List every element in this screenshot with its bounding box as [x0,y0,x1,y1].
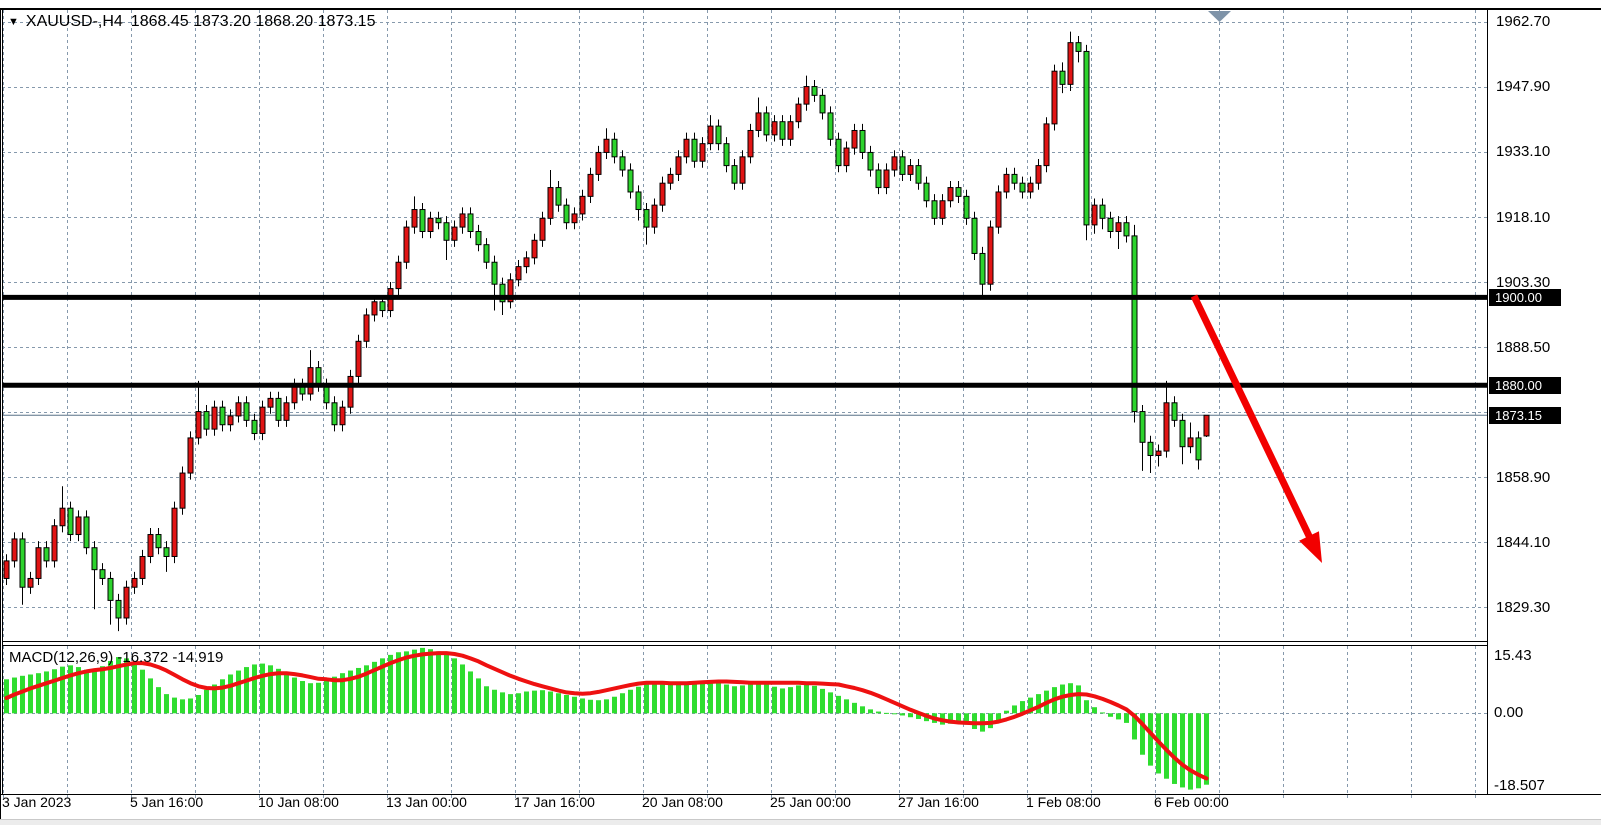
price-axis-label: 1888.50 [1496,338,1551,356]
symbol-period-label: XAUUSD-,H4 [25,13,123,30]
macd-axis-label-top: 15.43 [1494,647,1532,664]
time-axis-label: 13 Jan 00:00 [386,794,467,810]
symbol-dropdown-icon[interactable]: ▼ [8,16,19,28]
chart-title: ▼ XAUUSD-,H4 1868.45 1873.20 1868.20 1873.… [8,13,375,31]
price-axis-label: 1918.10 [1496,208,1551,226]
time-axis-label: 5 Jan 16:00 [130,794,204,810]
hline-1880-badge: 1880.00 [1489,376,1561,394]
current-price-badge: 1873.15 [1489,406,1561,424]
window-bottom-edge [0,819,1601,825]
time-axis-label: 6 Feb 00:00 [1154,794,1229,810]
candlesticks [3,31,1210,632]
price-axis-label: 1844.10 [1496,533,1551,551]
time-axis-label: 27 Jan 16:00 [898,794,979,810]
time-axis-label: 25 Jan 00:00 [770,794,851,810]
trend-arrow[interactable] [1190,294,1322,563]
time-axis-label: 17 Jan 16:00 [514,794,595,810]
macd-histogram [4,647,1209,790]
title-ohlc-values: 1868.45 1873.20 1868.20 1873.15 [130,13,376,30]
price-axis-label: 1933.10 [1496,143,1551,160]
macd-indicator-values: -16.372 -14.919 [117,649,224,666]
time-axis-label: 1 Feb 08:00 [1026,794,1101,810]
macd-signal-line [4,651,1209,781]
time-axis-label: 10 Jan 08:00 [258,794,339,810]
price-axis-label: 1903.30 [1496,273,1551,291]
macd-label: MACD(12,26,9) -16.372 -14.919 [9,649,223,666]
price-axis-label: 1962.70 [1496,13,1551,30]
macd-axis-label-zero: 0.00 [1494,704,1524,722]
price-axis-label: 1829.30 [1496,598,1551,616]
macd-axis-label-bottom: -18.507 [1494,777,1545,794]
price-axis-label: 1858.90 [1496,468,1551,486]
chart-frame [0,8,1601,825]
time-axis-label: 20 Jan 08:00 [642,794,723,810]
time-axis-label: 3 Jan 2023 [2,794,72,810]
price-axis-label: 1947.90 [1496,78,1551,95]
hline-1900-badge: 1900.00 [1489,288,1561,306]
chart-shift-marker-icon[interactable] [1208,11,1231,22]
macd-indicator-name: MACD(12,26,9) [9,649,114,666]
